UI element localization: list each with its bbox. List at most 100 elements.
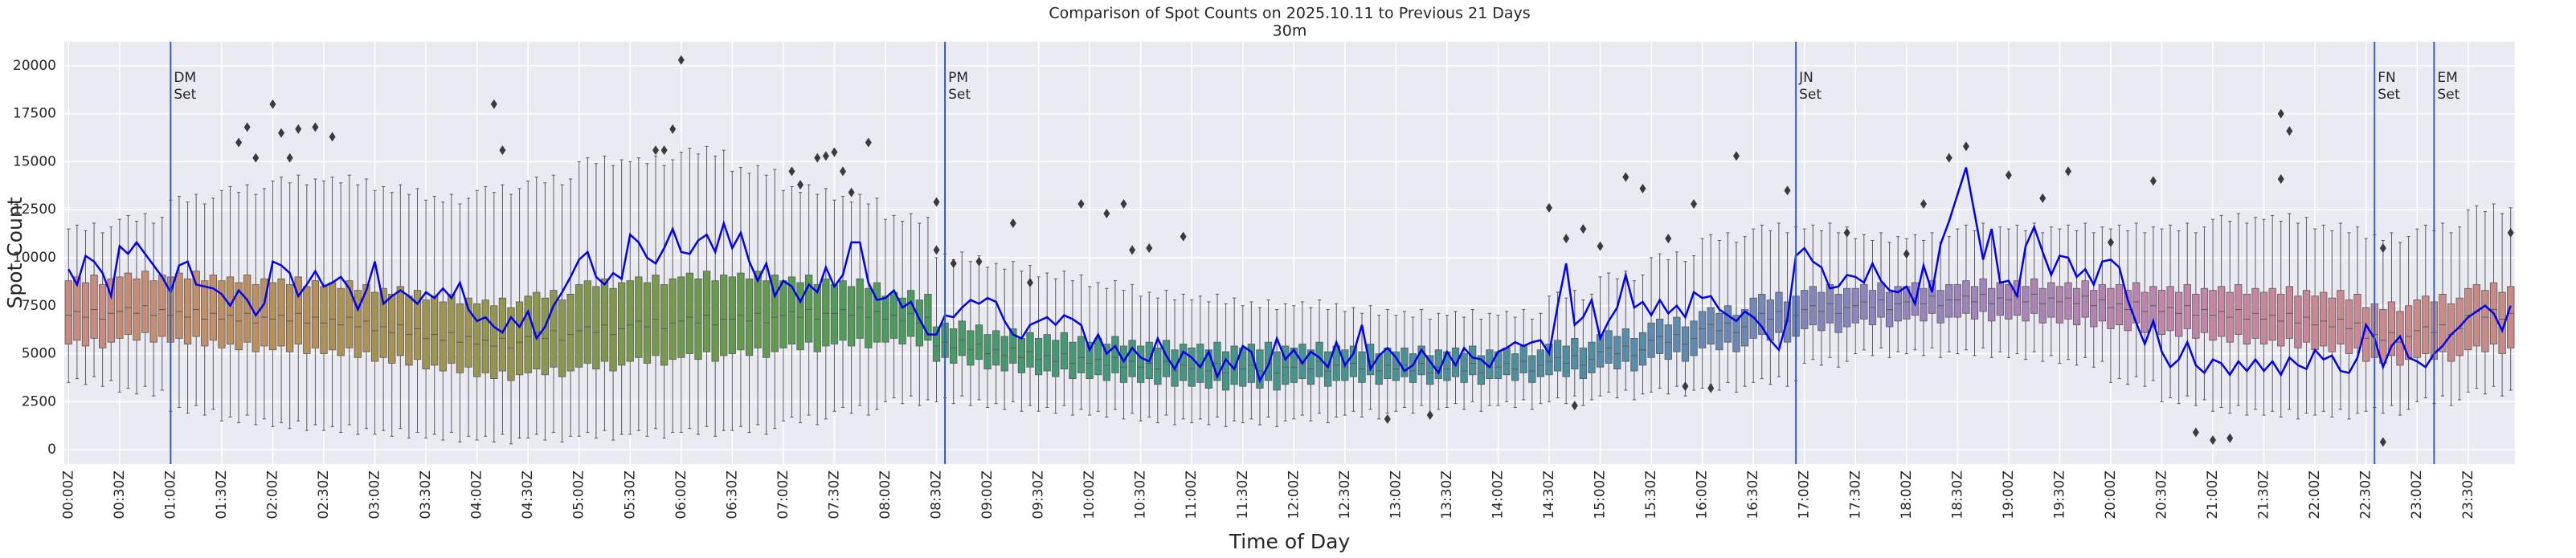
y-tick-label: 10000 xyxy=(13,250,56,266)
box xyxy=(754,271,762,348)
box xyxy=(192,271,200,337)
box xyxy=(975,324,983,360)
box xyxy=(260,278,268,347)
box xyxy=(1638,332,1647,366)
box xyxy=(346,280,354,348)
box xyxy=(2345,299,2353,354)
box xyxy=(328,282,337,351)
box xyxy=(1979,278,1987,312)
outlier xyxy=(2149,176,2157,186)
y-tick-label: 0 xyxy=(47,442,56,458)
outlier xyxy=(1546,202,1553,213)
outlier xyxy=(1563,234,1570,244)
box xyxy=(1945,284,1953,318)
box xyxy=(2072,287,2081,326)
box xyxy=(1009,328,1017,364)
box xyxy=(2081,280,2089,318)
box xyxy=(1528,355,1536,383)
box xyxy=(1579,347,1588,380)
box xyxy=(2302,290,2311,343)
box xyxy=(175,272,183,339)
box xyxy=(2149,286,2157,328)
box xyxy=(932,326,941,362)
x-tick-label: 16:30Z xyxy=(1745,470,1761,519)
box xyxy=(490,305,498,380)
box xyxy=(141,271,149,333)
box xyxy=(1928,280,1936,314)
box xyxy=(1545,344,1553,376)
outlier xyxy=(1103,208,1110,218)
annotation-text: Set xyxy=(174,87,196,103)
outlier xyxy=(1580,224,1587,234)
box xyxy=(1000,336,1008,372)
x-tick-label: 19:30Z xyxy=(2051,470,2067,519)
box xyxy=(149,280,157,343)
outlier xyxy=(1707,383,1715,393)
outlier xyxy=(2039,193,2046,203)
box xyxy=(1154,347,1162,385)
box xyxy=(286,284,294,352)
box xyxy=(396,286,404,356)
box xyxy=(1409,353,1417,383)
outlier xyxy=(2286,126,2293,136)
box xyxy=(822,278,830,347)
box xyxy=(311,280,320,348)
box xyxy=(1766,299,1774,341)
box xyxy=(609,287,617,372)
x-tick-label: 21:00Z xyxy=(2205,470,2221,519)
x-tick-label: 08:00Z xyxy=(877,470,893,519)
x-tick-label: 05:00Z xyxy=(571,470,587,519)
outlier xyxy=(788,166,795,177)
box xyxy=(2472,284,2480,347)
annotation-text: JN xyxy=(1798,70,1813,86)
outlier xyxy=(1639,183,1646,193)
box xyxy=(1043,334,1051,372)
box xyxy=(1469,345,1477,376)
box xyxy=(1400,347,1409,377)
outlier xyxy=(1682,381,1689,392)
x-tick-label: 10:00Z xyxy=(1082,470,1098,519)
annotation-text: Set xyxy=(2437,87,2459,103)
box xyxy=(1102,344,1110,381)
box xyxy=(277,278,285,347)
outlier xyxy=(1945,153,1952,163)
box xyxy=(771,275,779,352)
box xyxy=(2422,295,2430,354)
box xyxy=(422,299,430,370)
x-tick-label: 17:00Z xyxy=(1797,470,1813,519)
y-tick-label: 5000 xyxy=(22,346,56,362)
box xyxy=(2090,290,2098,328)
box xyxy=(2379,309,2387,364)
box xyxy=(1723,305,1732,343)
annotation-text: FN xyxy=(2378,70,2396,86)
box xyxy=(763,280,771,358)
box xyxy=(235,282,243,351)
box xyxy=(1315,341,1323,377)
box xyxy=(2353,294,2361,348)
outlier xyxy=(1129,245,1136,255)
x-tick-label: 00:00Z xyxy=(60,470,76,519)
box xyxy=(1740,309,1749,347)
outlier xyxy=(1784,185,1791,196)
outlier xyxy=(1843,227,1850,238)
x-tick-label: 23:00Z xyxy=(2409,470,2425,519)
box xyxy=(2098,284,2107,322)
box xyxy=(1613,336,1621,370)
box xyxy=(507,307,515,381)
box xyxy=(2311,295,2319,351)
box xyxy=(1077,336,1086,373)
outlier xyxy=(1146,243,1153,254)
annotation-text: DM xyxy=(174,70,196,86)
x-tick-label: 20:30Z xyxy=(2154,470,2170,519)
x-tick-label: 03:30Z xyxy=(418,470,434,519)
x-tick-label: 20:00Z xyxy=(2103,470,2119,519)
x-tick-label: 15:00Z xyxy=(1593,470,1609,519)
x-tick-label: 21:30Z xyxy=(2256,470,2272,519)
box xyxy=(1137,345,1145,383)
box xyxy=(362,284,370,352)
box xyxy=(2439,294,2447,352)
box xyxy=(550,290,558,368)
box xyxy=(2022,286,2030,322)
box xyxy=(370,291,379,362)
outlier xyxy=(1180,231,1187,242)
